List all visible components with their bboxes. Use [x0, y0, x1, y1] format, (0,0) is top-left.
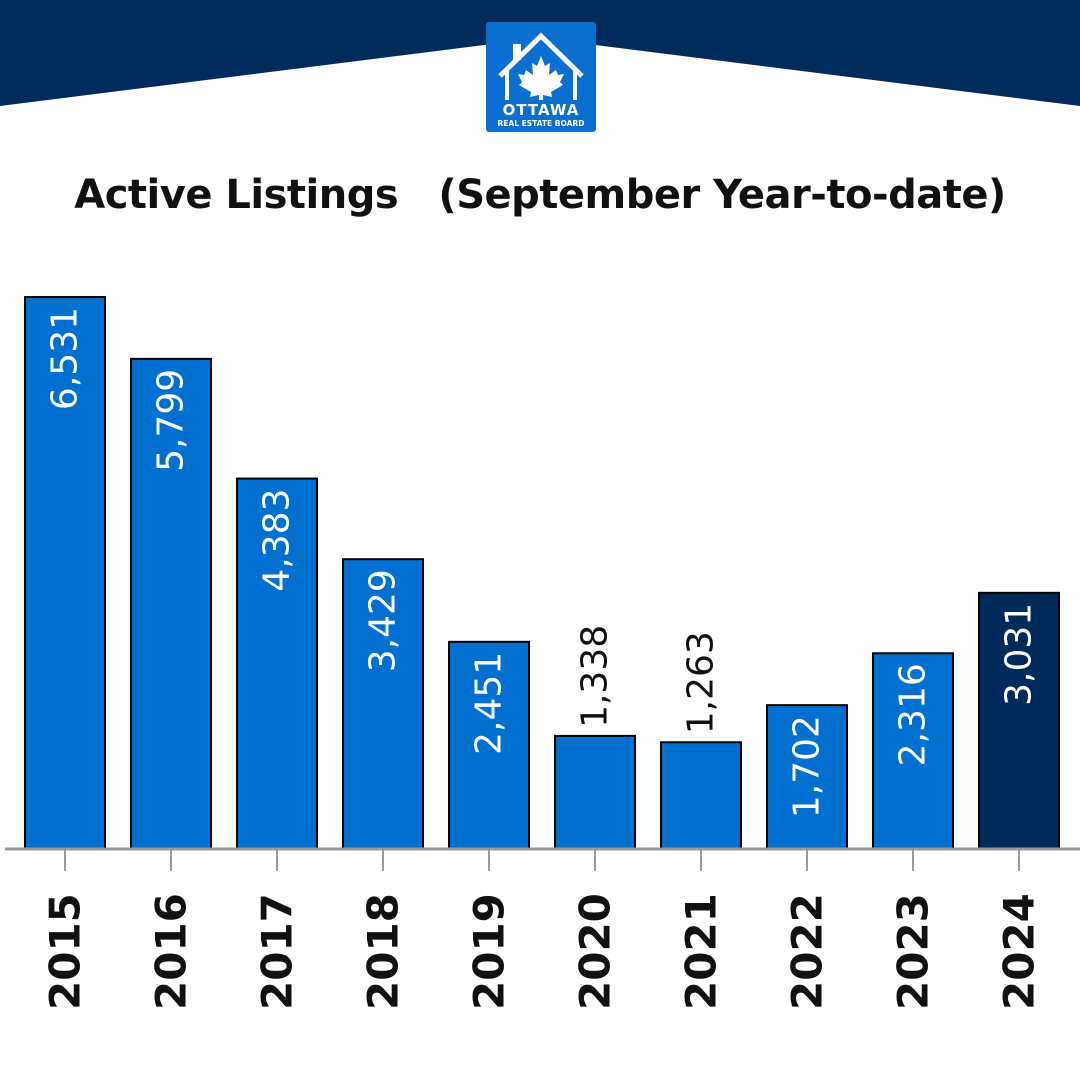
value-label-2017: 4,383	[257, 489, 298, 592]
bar-2020	[554, 734, 636, 851]
chart-title: Active Listings (September Year-to-date)	[74, 172, 1006, 218]
logo-line1: OTTAWA	[503, 101, 580, 119]
ottawa-real-estate-board-logo: OTTAWA REAL ESTATE BOARD	[486, 22, 596, 132]
value-label-2016: 5,799	[151, 369, 192, 472]
value-label-2020: 1,338	[575, 625, 616, 728]
x-tick-label-2018: 2018	[359, 893, 408, 1010]
x-tick-label-2019: 2019	[465, 893, 514, 1010]
banner-shape	[0, 0, 1080, 106]
logo-line2: REAL ESTATE BOARD	[498, 119, 585, 128]
x-tick-label-2023: 2023	[889, 893, 938, 1010]
x-tick-label-2016: 2016	[147, 893, 196, 1010]
bar-2024	[978, 591, 1060, 850]
x-tick-label-2021: 2021	[677, 893, 726, 1010]
header-banner	[0, 0, 1080, 106]
x-tick-label-2015: 2015	[41, 893, 90, 1010]
value-label-2015: 6,531	[45, 307, 86, 410]
bar-2016	[130, 357, 212, 850]
x-tick-label-2022: 2022	[783, 893, 832, 1010]
bar-2022	[766, 704, 848, 850]
value-label-2021: 1,263	[681, 631, 722, 734]
x-tick-label-2020: 2020	[571, 893, 620, 1010]
value-label-2022: 1,702	[787, 715, 828, 818]
maple-leaf-icon	[518, 56, 564, 104]
value-label-2023: 2,316	[893, 663, 934, 766]
bar-2021	[660, 741, 742, 851]
value-label-2024: 3,031	[999, 603, 1040, 706]
x-tick-label-2024: 2024	[995, 893, 1044, 1010]
bar-2017	[236, 477, 318, 850]
bar-2019	[448, 640, 530, 851]
value-label-2018: 3,429	[363, 569, 404, 672]
bar-2018	[342, 558, 424, 850]
x-tick-label-2017: 2017	[253, 893, 302, 1010]
value-label-2019: 2,451	[469, 652, 510, 755]
